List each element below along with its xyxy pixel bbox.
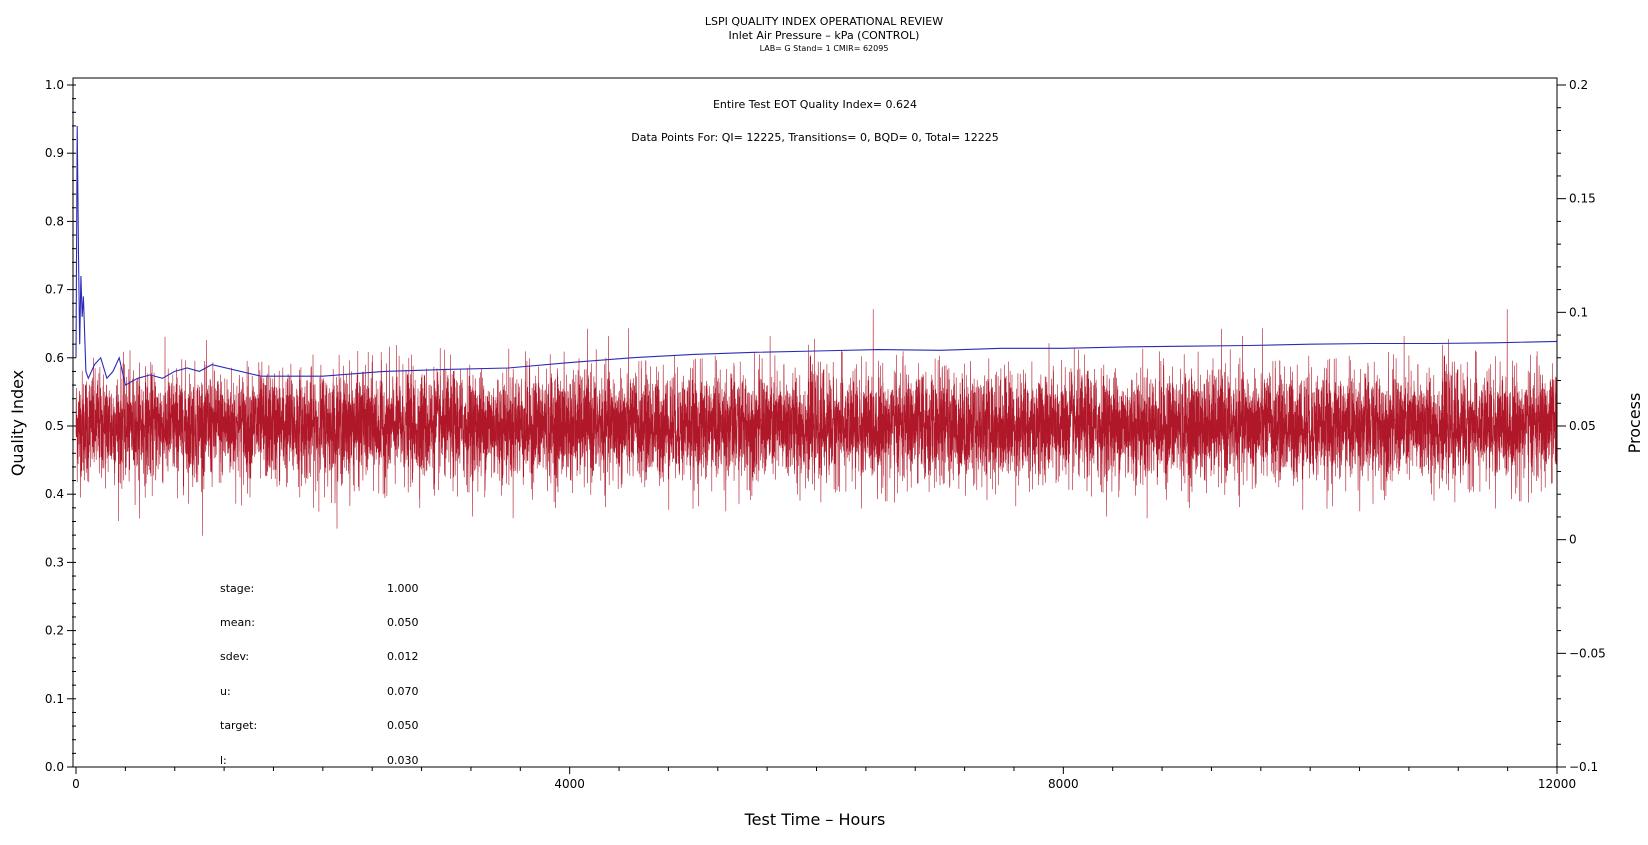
y-axis-left-label: Quality Index [8, 370, 27, 476]
x-tick-label: 0 [72, 777, 80, 791]
y-left-tick-label: 0.8 [45, 214, 64, 228]
x-tick-label: 4000 [554, 777, 585, 791]
stat-target-label: target: [220, 719, 257, 732]
y-right-tick-label: 0.05 [1569, 419, 1596, 433]
y-axis-left: 0.0 0.1 0.2 0.3 0.4 0.5 0.6 0.7 0.8 0.9 1.0 [45, 78, 76, 774]
y-left-tick-label: 0.0 [45, 760, 64, 774]
y-right-tick-label: 0.2 [1569, 78, 1588, 92]
stat-stage-label: stage: [220, 582, 254, 595]
stat-sdev-value: 0.012 [387, 650, 419, 663]
y-right-tick-label: 0 [1569, 533, 1577, 547]
y-left-tick-label: 0.1 [45, 692, 64, 706]
qi-line [75, 125, 1558, 386]
x-axis-label: Test Time – Hours [744, 810, 886, 829]
chart-title: LSPI QUALITY INDEX OPERATIONAL REVIEW [705, 15, 943, 28]
x-tick-label: 12000 [1538, 777, 1576, 791]
stat-sdev-label: sdev: [220, 650, 249, 663]
plot-frame [72, 77, 1558, 768]
y-left-tick-label: 0.4 [45, 487, 64, 501]
y-left-tick-label: 0.7 [45, 283, 64, 297]
stat-mean-value: 0.050 [387, 616, 419, 629]
chart-subtitle: Inlet Air Pressure – kPa (CONTROL) [729, 29, 920, 42]
y-axis-right: −0.1 −0.05 0 0.05 0.1 0.15 0.2 [1557, 78, 1606, 774]
y-axis-right-label: Process [1625, 393, 1644, 454]
y-left-tick-label: 0.9 [45, 146, 64, 160]
stat-l-label: l: [220, 754, 227, 767]
process-series [75, 309, 1558, 536]
y-right-tick-label: 0.1 [1569, 305, 1588, 319]
y-left-tick-label: 0.3 [45, 555, 64, 569]
x-axis: 0 4000 8000 12000 [72, 767, 1576, 791]
y-right-tick-label: −0.1 [1569, 760, 1598, 774]
chart-subtitle-lab: LAB= G Stand= 1 CMIR= 62095 [760, 44, 889, 53]
y-left-tick-label: 0.6 [45, 351, 64, 365]
annotation-eot-quality-index: Entire Test EOT Quality Index= 0.624 [713, 98, 917, 111]
y-left-tick-label: 0.5 [45, 419, 64, 433]
y-left-tick-label: 1.0 [45, 78, 64, 92]
x-tick-label: 8000 [1048, 777, 1079, 791]
stat-stage-value: 1.000 [387, 582, 419, 595]
stats-table: stage: 1.000 mean: 0.050 sdev: 0.012 u: … [220, 582, 419, 767]
stat-u-value: 0.070 [387, 685, 419, 698]
stat-target-value: 0.050 [387, 719, 419, 732]
stat-l-value: 0.030 [387, 754, 419, 767]
stat-mean-label: mean: [220, 616, 255, 629]
qi-series [75, 125, 1558, 386]
y-left-tick-label: 0.2 [45, 624, 64, 638]
process-line [75, 309, 1558, 536]
y-right-tick-label: −0.05 [1569, 646, 1606, 660]
annotation-data-points: Data Points For: QI= 12225, Transitions=… [631, 131, 999, 144]
stat-u-label: u: [220, 685, 231, 698]
y-right-tick-label: 0.15 [1569, 192, 1596, 206]
